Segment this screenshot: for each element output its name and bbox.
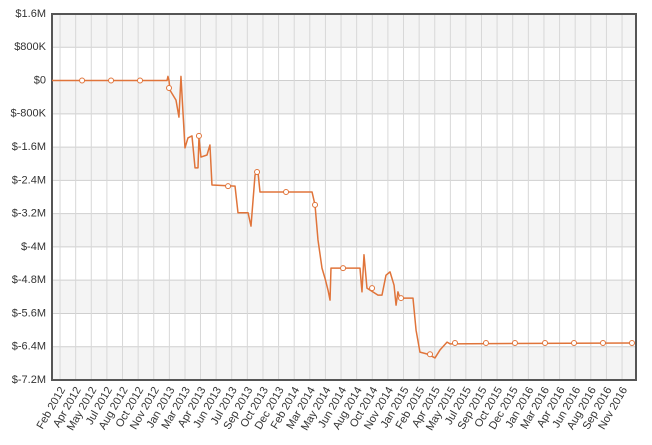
marker <box>108 77 115 84</box>
y-tick-label: $-6.4M <box>12 341 46 353</box>
y-tick-label: $800K <box>14 41 46 53</box>
y-tick-label: $-5.6M <box>12 307 46 319</box>
marker <box>79 77 86 84</box>
marker <box>451 339 458 346</box>
marker <box>369 285 376 292</box>
grid-band <box>52 14 636 48</box>
grid-band <box>52 346 636 380</box>
marker <box>542 339 549 346</box>
marker <box>225 183 232 190</box>
marker <box>283 189 290 196</box>
plot-area <box>52 14 636 380</box>
marker <box>166 85 173 92</box>
grid-band <box>52 280 636 314</box>
y-tick-label: $-1.6M <box>12 141 46 153</box>
plot-border <box>51 13 637 381</box>
marker <box>398 295 405 302</box>
marker <box>340 265 347 272</box>
marker <box>599 339 606 346</box>
y-tick-label: $1.6M <box>15 8 46 20</box>
y-tick-label: $-3.2M <box>12 208 46 220</box>
marker <box>482 339 489 346</box>
marker <box>427 351 434 358</box>
grid-band <box>52 213 636 247</box>
y-tick-label: $-7.2M <box>12 374 46 386</box>
marker <box>254 169 261 176</box>
marker <box>511 339 518 346</box>
y-tick-label: $-4.8M <box>12 274 46 286</box>
grid-band <box>52 80 636 114</box>
y-tick-label: $-2.4M <box>12 174 46 186</box>
marker <box>312 201 319 208</box>
y-tick-label: $-800K <box>11 108 47 120</box>
marker <box>195 132 202 139</box>
y-tick-label: $-4M <box>21 241 46 253</box>
marker <box>571 339 578 346</box>
y-tick-label: $0 <box>34 74 46 86</box>
marker <box>628 339 635 346</box>
marker <box>137 77 144 84</box>
grid-band <box>52 147 636 181</box>
